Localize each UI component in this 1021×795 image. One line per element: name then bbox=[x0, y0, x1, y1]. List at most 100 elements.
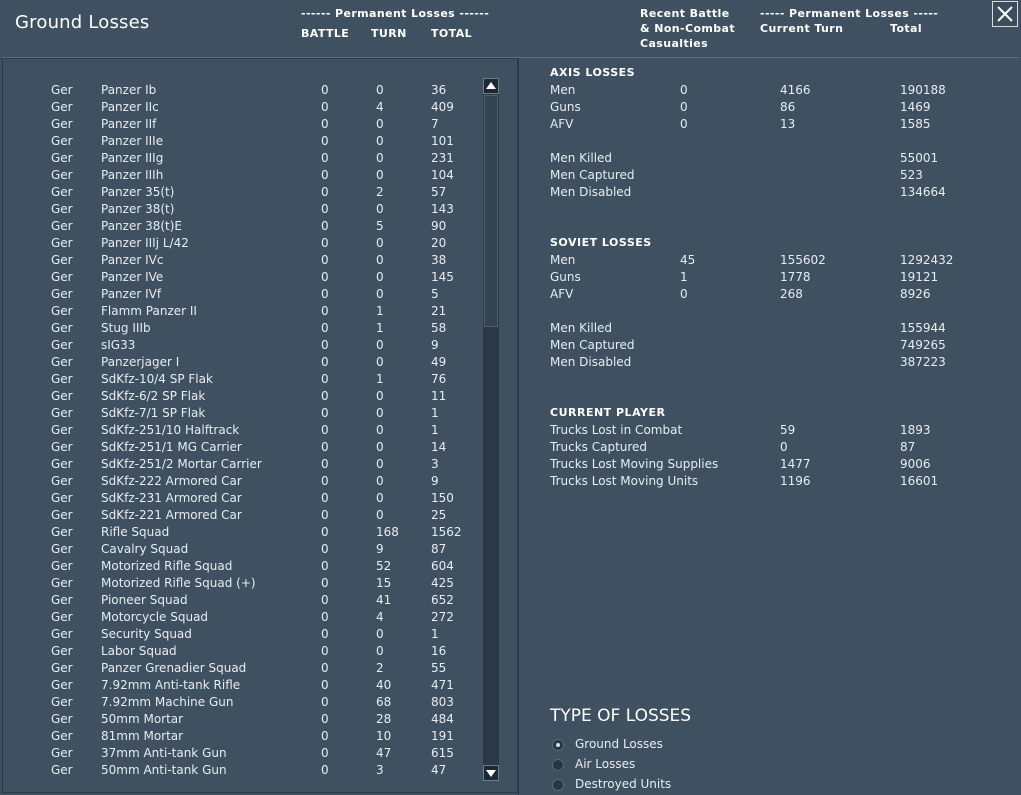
soviet-row-label: Men bbox=[550, 253, 576, 267]
loss-row[interactable]: Ger 50mm Anti-tank Gun 0 3 47 bbox=[0, 763, 480, 780]
loss-row[interactable]: Ger 7.92mm Machine Gun 0 68 803 bbox=[0, 695, 480, 712]
loss-nation: Ger bbox=[51, 321, 73, 335]
current-player-title: CURRENT PLAYER bbox=[550, 406, 666, 419]
loss-nation: Ger bbox=[51, 729, 73, 743]
loss-nation: Ger bbox=[51, 117, 73, 131]
loss-total: 57 bbox=[431, 185, 447, 199]
loss-turn: 1 bbox=[376, 321, 384, 335]
loss-row[interactable]: Ger SdKfz-222 Armored Car 0 0 9 bbox=[0, 474, 480, 491]
loss-row[interactable]: Ger 37mm Anti-tank Gun 0 47 615 bbox=[0, 746, 480, 763]
loss-total: 38 bbox=[431, 253, 447, 267]
loss-row[interactable]: Ger Panzer IIIj L/42 0 0 20 bbox=[0, 236, 480, 253]
loss-row[interactable]: Ger Motorized Rifle Squad 0 52 604 bbox=[0, 559, 480, 576]
header-permanent-losses-left: ------ Permanent Losses ------ bbox=[301, 7, 490, 20]
loss-row[interactable]: Ger Labor Squad 0 0 16 bbox=[0, 644, 480, 661]
loss-row[interactable]: Ger Panzer 35(t) 0 2 57 bbox=[0, 185, 480, 202]
loss-row[interactable]: Ger Panzer IVe 0 0 145 bbox=[0, 270, 480, 287]
loss-unit-name: Security Squad bbox=[101, 627, 192, 641]
loss-nation: Ger bbox=[51, 610, 73, 624]
loss-unit-name: Panzer Grenadier Squad bbox=[101, 661, 247, 675]
loss-row[interactable]: Ger SdKfz-7/1 SP Flak 0 0 1 bbox=[0, 406, 480, 423]
loss-row[interactable]: Ger SdKfz-251/1 MG Carrier 0 0 14 bbox=[0, 440, 480, 457]
arrow-down-icon bbox=[486, 770, 496, 777]
loss-row[interactable]: Ger SdKfz-251/10 Halftrack 0 0 1 bbox=[0, 423, 480, 440]
loss-row[interactable]: Ger Panzer 38(t)E 0 5 90 bbox=[0, 219, 480, 236]
loss-row[interactable]: Ger 50mm Mortar 0 28 484 bbox=[0, 712, 480, 729]
loss-unit-name: SdKfz-221 Armored Car bbox=[101, 508, 242, 522]
scrollbar[interactable] bbox=[483, 78, 499, 781]
player-row-total: 87 bbox=[900, 440, 916, 454]
loss-unit-name: Panzer IVe bbox=[101, 270, 164, 284]
loss-row[interactable]: Ger Security Squad 0 0 1 bbox=[0, 627, 480, 644]
loss-turn: 41 bbox=[376, 593, 392, 607]
loss-unit-name: Panzer IIIh bbox=[101, 168, 164, 182]
loss-turn: 0 bbox=[376, 253, 384, 267]
loss-row[interactable]: Ger 7.92mm Anti-tank Rifle 0 40 471 bbox=[0, 678, 480, 695]
loss-row[interactable]: Ger Stug IIIb 0 1 58 bbox=[0, 321, 480, 338]
loss-battle: 0 bbox=[321, 661, 329, 675]
loss-row[interactable]: Ger Panzer IIf 0 0 7 bbox=[0, 117, 480, 134]
loss-row[interactable]: Ger Motorized Rifle Squad (+) 0 15 425 bbox=[0, 576, 480, 593]
header-battle: BATTLE bbox=[301, 27, 350, 40]
scroll-up-button[interactable] bbox=[483, 78, 499, 94]
loss-row[interactable]: Ger SdKfz-6/2 SP Flak 0 0 11 bbox=[0, 389, 480, 406]
loss-row[interactable]: Ger Rifle Squad 0 168 1562 bbox=[0, 525, 480, 542]
header-recent-2: & Non-Combat bbox=[640, 22, 736, 35]
loss-battle: 0 bbox=[321, 644, 329, 658]
radio-button[interactable] bbox=[552, 759, 564, 771]
type-of-losses-title: TYPE OF LOSSES bbox=[550, 706, 692, 726]
loss-row[interactable]: Ger Panzer IIIh 0 0 104 bbox=[0, 168, 480, 185]
loss-battle: 0 bbox=[321, 321, 329, 335]
loss-battle: 0 bbox=[321, 695, 329, 709]
loss-row[interactable]: Ger SdKfz-10/4 SP Flak 0 1 76 bbox=[0, 372, 480, 389]
loss-row[interactable]: Ger sIG33 0 0 9 bbox=[0, 338, 480, 355]
loss-total: 615 bbox=[431, 746, 454, 760]
loss-unit-name: Motorized Rifle Squad bbox=[101, 559, 233, 573]
loss-row[interactable]: Ger Pioneer Squad 0 41 652 bbox=[0, 593, 480, 610]
loss-total: 803 bbox=[431, 695, 454, 709]
loss-unit-name: Motorized Rifle Squad (+) bbox=[101, 576, 256, 590]
radio-button[interactable] bbox=[552, 779, 564, 791]
loss-total: 145 bbox=[431, 270, 454, 284]
loss-row[interactable]: Ger Panzer IIIg 0 0 231 bbox=[0, 151, 480, 168]
header-recent-3: Casualties bbox=[640, 37, 709, 50]
loss-row[interactable]: Ger SdKfz-221 Armored Car 0 0 25 bbox=[0, 508, 480, 525]
loss-row[interactable]: Ger SdKfz-231 Armored Car 0 0 150 bbox=[0, 491, 480, 508]
loss-row[interactable]: Ger Cavalry Squad 0 9 87 bbox=[0, 542, 480, 559]
loss-turn: 0 bbox=[376, 338, 384, 352]
loss-turn: 0 bbox=[376, 508, 384, 522]
loss-total: 1 bbox=[431, 627, 439, 641]
loss-row[interactable]: Ger SdKfz-251/2 Mortar Carrier 0 0 3 bbox=[0, 457, 480, 474]
loss-nation: Ger bbox=[51, 644, 73, 658]
loss-row[interactable]: Ger Panzer Grenadier Squad 0 2 55 bbox=[0, 661, 480, 678]
loss-row[interactable]: Ger 81mm Mortar 0 10 191 bbox=[0, 729, 480, 746]
loss-row[interactable]: Ger Panzer Ib 0 0 36 bbox=[0, 83, 480, 100]
loss-row[interactable]: Ger Flamm Panzer II 0 1 21 bbox=[0, 304, 480, 321]
loss-battle: 0 bbox=[321, 270, 329, 284]
loss-row[interactable]: Ger Panzer 38(t) 0 0 143 bbox=[0, 202, 480, 219]
radio-button[interactable] bbox=[552, 739, 564, 751]
close-button[interactable] bbox=[992, 1, 1018, 27]
loss-nation: Ger bbox=[51, 746, 73, 760]
panel-divider bbox=[518, 58, 519, 795]
loss-row[interactable]: Ger Panzerjager I 0 0 49 bbox=[0, 355, 480, 372]
loss-total: 1 bbox=[431, 406, 439, 420]
scroll-down-button[interactable] bbox=[483, 765, 499, 781]
scroll-thumb[interactable] bbox=[484, 95, 498, 327]
loss-row[interactable]: Ger Panzer IVc 0 0 38 bbox=[0, 253, 480, 270]
loss-row[interactable]: Ger Motorcycle Squad 0 4 272 bbox=[0, 610, 480, 627]
page-title: Ground Losses bbox=[15, 12, 150, 33]
loss-battle: 0 bbox=[321, 83, 329, 97]
header-total-right: Total bbox=[890, 22, 923, 35]
loss-row[interactable]: Ger Panzer IVf 0 0 5 bbox=[0, 287, 480, 304]
loss-row[interactable]: Ger Panzer IIIe 0 0 101 bbox=[0, 134, 480, 151]
loss-total: 9 bbox=[431, 474, 439, 488]
loss-total: 87 bbox=[431, 542, 447, 556]
loss-battle: 0 bbox=[321, 372, 329, 386]
loss-unit-name: Flamm Panzer II bbox=[101, 304, 197, 318]
player-row-turn: 1196 bbox=[780, 474, 811, 488]
loss-nation: Ger bbox=[51, 423, 73, 437]
loss-turn: 0 bbox=[376, 457, 384, 471]
loss-unit-name: SdKfz-6/2 SP Flak bbox=[101, 389, 206, 403]
loss-row[interactable]: Ger Panzer IIc 0 4 409 bbox=[0, 100, 480, 117]
